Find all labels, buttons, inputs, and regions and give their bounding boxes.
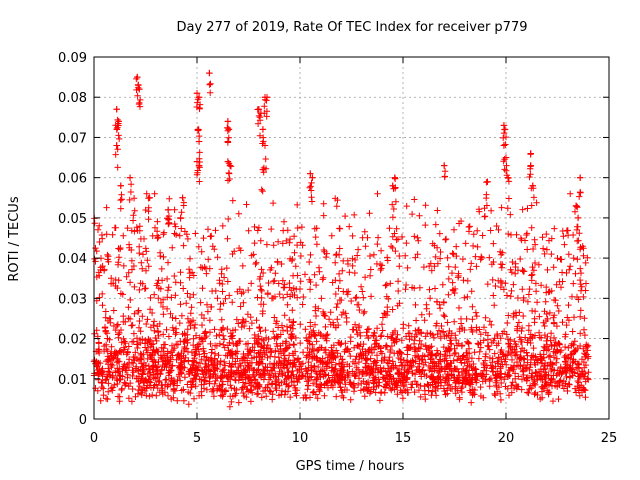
y-tick-label: 0.01 — [58, 373, 87, 388]
roti-spike-point — [193, 158, 201, 165]
roti-spike-point — [134, 73, 141, 81]
roti-spike-point — [259, 126, 267, 133]
roti-spike-point — [117, 182, 124, 189]
roti-spike-point — [177, 214, 184, 222]
roti-observation-markers — [90, 69, 592, 410]
roti-spike-point — [500, 142, 508, 149]
roti-spike-point — [225, 126, 233, 133]
roti-spike-point — [441, 162, 448, 169]
x-tick-label: 25 — [601, 431, 618, 446]
roti-spike-point — [502, 154, 510, 161]
roti-spike-point — [126, 174, 134, 181]
roti-spike-point — [113, 106, 120, 113]
roti-spike-point — [206, 69, 213, 77]
plot-frame — [93, 56, 610, 420]
x-tick-label: 20 — [498, 431, 515, 446]
y-tick-label: 0.03 — [58, 292, 87, 307]
x-tick-label: 10 — [292, 431, 309, 446]
roti-spike-point — [389, 182, 396, 189]
y-tick-label: 0 — [79, 413, 87, 428]
roti-spike-point — [146, 194, 153, 201]
roti-spike-point — [114, 122, 121, 129]
roti-spike-point — [527, 150, 534, 157]
roti-spike-point — [391, 174, 398, 181]
roti-spike-point — [574, 214, 582, 222]
y-tick-label: 0.08 — [58, 91, 87, 106]
roti-spike-point — [259, 166, 267, 173]
roti-spike-point — [484, 178, 491, 185]
roti-spike-point — [309, 174, 316, 181]
y-axis-label: ROTI / TECUs — [7, 196, 22, 281]
roti-spike-point — [164, 206, 172, 214]
roti-spike-point — [135, 81, 142, 89]
x-tick-label: 0 — [90, 431, 98, 446]
roti-spike-point — [195, 138, 203, 145]
x-tick-label: 15 — [395, 431, 412, 446]
chart-title: Day 277 of 2019, Rate Of TEC Index for r… — [177, 20, 528, 35]
roti-spike-point — [224, 158, 232, 165]
roti-spike-point — [195, 162, 203, 169]
roti-spike-point — [257, 110, 265, 117]
x-tick-label: 5 — [193, 431, 201, 446]
roti-spike-point — [179, 194, 186, 201]
axis-ticks: 0 0.01 0.02 0.03 0.04 0.05 0.06 0.07 0.08 0.09 0 5 1… — [58, 51, 617, 446]
roti-spike-point — [224, 118, 232, 125]
roti-spike-point — [195, 94, 203, 101]
y-tick-label: 0.06 — [58, 172, 87, 187]
roti-spike-point — [226, 162, 234, 169]
data-points — [90, 69, 592, 410]
roti-spike-point — [527, 162, 534, 169]
y-tick-label: 0.02 — [58, 333, 87, 348]
y-tick-label: 0.04 — [58, 252, 87, 267]
roti-spike-point — [572, 202, 580, 210]
roti-spike-point — [504, 174, 512, 181]
roti-spike-point — [113, 142, 120, 149]
roti-spike-point — [115, 118, 122, 125]
roti-spike-point — [529, 182, 536, 189]
roti-spike-point — [263, 94, 271, 101]
roti-spike-point — [194, 126, 202, 133]
roti-spike-point — [307, 170, 314, 177]
roti-spike-point — [136, 85, 143, 93]
x-axis-label: GPS time / hours — [296, 459, 405, 474]
roti-spike-point — [193, 90, 201, 97]
roti-spike-point — [261, 142, 269, 149]
roti-spike-point — [576, 174, 584, 181]
y-tick-label: 0.09 — [58, 51, 87, 66]
y-tick-label: 0.07 — [58, 131, 87, 146]
y-tick-label: 0.05 — [58, 212, 87, 227]
roti-spike-point — [500, 122, 508, 129]
roti-spike-point — [255, 106, 262, 113]
roti-spike-point — [501, 126, 509, 133]
